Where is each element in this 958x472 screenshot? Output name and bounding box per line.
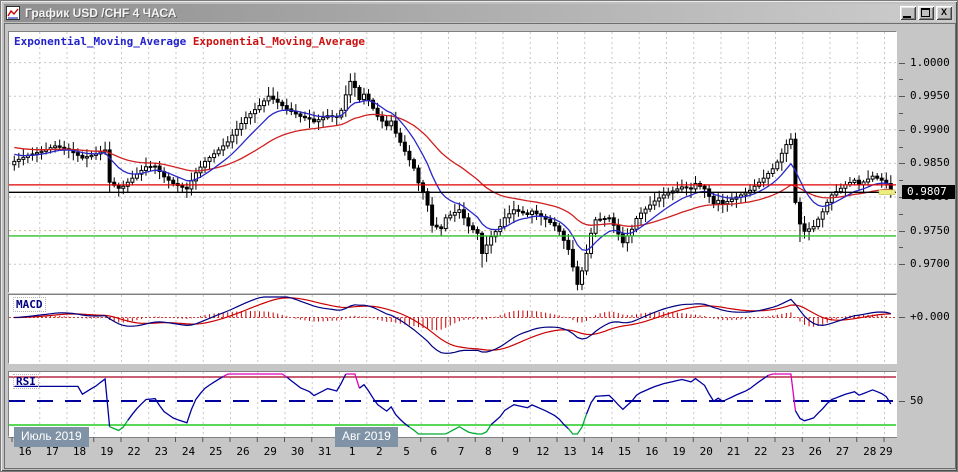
chart-icon	[6, 6, 20, 20]
day-label: 30	[291, 445, 304, 458]
month-badge-july: Июль 2019	[14, 427, 89, 447]
day-label: 9	[512, 445, 519, 458]
axis-tick	[899, 96, 905, 98]
axis-tick	[899, 264, 905, 266]
window-title: График USD /CHF 4 ЧАСА	[25, 6, 177, 20]
day-label: 2	[376, 445, 383, 458]
rsi-axis-label: 50	[910, 394, 924, 407]
day-label: 24	[182, 445, 196, 458]
day-label: 12	[536, 445, 549, 458]
day-label: 18	[73, 445, 86, 458]
day-label: 29	[264, 445, 277, 458]
axis-tick	[899, 213, 903, 215]
window-controls: X	[900, 6, 952, 20]
candlestick-chart	[9, 32, 896, 292]
ema-slow-legend: Exponential_Moving_Average	[192, 35, 365, 48]
macd-panel[interactable]: MACD	[8, 294, 897, 364]
rsi-label: RSI	[13, 374, 39, 389]
price-axis-label: 0.9850	[910, 156, 950, 170]
day-label: 5	[403, 445, 410, 458]
chart-client-area: Exponential_Moving_Average Exponential_M…	[4, 23, 956, 469]
day-label: 1	[349, 445, 356, 458]
day-label: 19	[672, 445, 685, 458]
day-label: 31	[318, 445, 331, 458]
month-badge-august: Авг 2019	[335, 427, 398, 447]
axis-tick	[899, 62, 905, 64]
close-icon: X	[940, 7, 947, 17]
axis-tick	[899, 247, 903, 249]
axis-tick	[899, 146, 903, 148]
ema-fast-legend: Exponential_Moving_Average	[14, 35, 187, 48]
day-label: 28	[863, 445, 876, 458]
axis-tick	[899, 230, 905, 232]
indicator-legend: Exponential_Moving_Average Exponential_M…	[14, 35, 365, 48]
day-label: 21	[727, 445, 740, 458]
day-label: 25	[209, 445, 222, 458]
rsi-panel[interactable]: RSI	[8, 371, 897, 437]
day-label: 17	[46, 445, 59, 458]
axis-tick	[899, 163, 905, 165]
day-label: 23	[155, 445, 168, 458]
day-label: 15	[618, 445, 631, 458]
close-button[interactable]: X	[936, 6, 952, 20]
day-label: 16	[18, 445, 31, 458]
axis-tick	[899, 79, 903, 81]
day-label: 22	[754, 445, 767, 458]
day-label: 13	[563, 445, 576, 458]
day-label: 19	[100, 445, 113, 458]
current-price-box: 0.9807	[902, 185, 955, 200]
maximize-icon	[921, 8, 930, 17]
price-axis-label: 0.9750	[910, 223, 950, 237]
minimize-icon	[903, 16, 911, 18]
axis-tick	[899, 129, 905, 131]
axis-tick	[899, 180, 903, 182]
price-axis-label: 0.9700	[910, 257, 950, 271]
day-label: 23	[781, 445, 794, 458]
day-label: 16	[645, 445, 658, 458]
day-label: 26	[809, 445, 822, 458]
macd-axis-label: +0.000	[910, 310, 950, 323]
axis-tick	[899, 113, 903, 114]
date-axis-ticks: 16 17 18 19 22 23 24 25 26 29 30 31 1 2 5 6 7 8 9 12 13 14 15 1…	[8, 437, 897, 458]
day-label: 27	[836, 445, 849, 458]
title-bar[interactable]: График USD /CHF 4 ЧАСА X	[4, 4, 954, 22]
minimize-button[interactable]	[900, 6, 916, 20]
day-label: 20	[700, 445, 713, 458]
price-chart-panel[interactable]: Exponential_Moving_Average Exponential_M…	[8, 31, 897, 293]
date-axis: 16 17 18 19 22 23 24 25 26 29 30 31 1 2 5 6 7 8 9 12 13 14 15 1…	[8, 437, 897, 467]
day-label: 14	[591, 445, 605, 458]
rsi-chart	[9, 372, 896, 436]
price-axis-label: 0.9900	[910, 122, 950, 136]
day-label: 6	[430, 445, 437, 458]
current-bar-marker	[878, 189, 896, 196]
day-label: 26	[236, 445, 249, 458]
day-label: 22	[127, 445, 140, 458]
macd-chart	[9, 295, 896, 363]
axis-tick	[899, 317, 905, 318]
price-axis-label: 1.0000	[910, 55, 950, 69]
day-label: 29	[879, 445, 892, 458]
day-label: 7	[458, 445, 465, 458]
maximize-button[interactable]	[918, 6, 934, 20]
day-label: 8	[485, 445, 492, 458]
macd-label: MACD	[13, 297, 46, 312]
axis-tick	[899, 401, 905, 402]
price-axis-label: 0.9950	[910, 89, 950, 103]
